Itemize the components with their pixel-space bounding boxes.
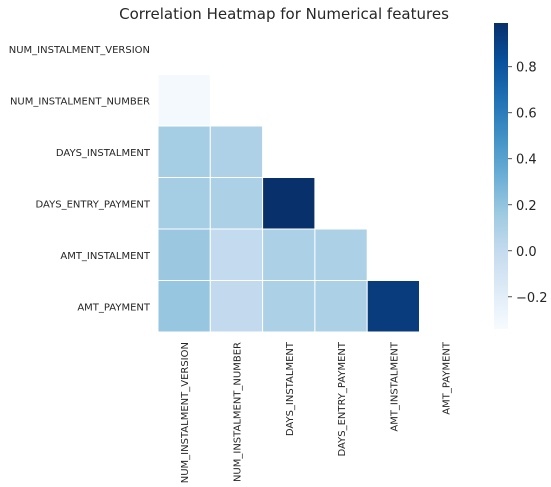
- colorbar-gradient: [494, 23, 508, 329]
- row-label: NUM_INSTALMENT_NUMBER: [10, 96, 150, 107]
- column-label: DAYS_ENTRY_PAYMENT: [337, 341, 348, 456]
- heatmap-cell: [209, 280, 264, 333]
- colorbar-tick-label: 0.0: [516, 245, 537, 260]
- row-labels: NUM_INSTALMENT_VERSION NUM_INSTALMENT_NUM…: [9, 45, 151, 314]
- row-label: DAYS_ENTRY_PAYMENT: [36, 199, 151, 210]
- heatmap-cell: [209, 228, 264, 281]
- heatmap-cell: [314, 280, 368, 333]
- row-label: DAYS_INSTALMENT: [56, 148, 151, 159]
- heatmap-cell: [209, 177, 264, 230]
- colorbar-tick-label: 0.4: [516, 153, 537, 168]
- column-label: AMT_PAYMENT: [442, 341, 453, 415]
- heatmap-cell: [157, 74, 211, 127]
- heatmap-cell: [209, 125, 264, 178]
- column-label: NUM_INSTALMENT_NUMBER: [232, 342, 243, 482]
- colorbar-tick-label: −0.2: [516, 291, 548, 306]
- heatmap-cell: [366, 280, 421, 333]
- colorbar-tick-label: 0.2: [516, 199, 537, 214]
- chart-title: Correlation Heatmap for Numerical featur…: [119, 5, 449, 23]
- row-label: AMT_INSTALMENT: [60, 251, 151, 262]
- heatmap-cell: [157, 177, 211, 230]
- column-label: AMT_INSTALMENT: [389, 341, 400, 432]
- column-label: NUM_INSTALMENT_VERSION: [180, 342, 191, 483]
- column-labels: NUM_INSTALMENT_VERSION NUM_INSTALMENT_NUM…: [180, 341, 453, 483]
- heatmap-cell: [262, 280, 316, 333]
- heatmap-cell: [157, 280, 211, 333]
- colorbar-tick-label: 0.6: [516, 107, 537, 122]
- colorbar: 0.8 0.6 0.4 0.2 0.0 −0.2: [494, 23, 548, 329]
- row-label: AMT_PAYMENT: [77, 302, 151, 313]
- colorbar-tick-label: 0.8: [516, 61, 537, 76]
- colorbar-ticks: 0.8 0.6 0.4 0.2 0.0 −0.2: [508, 61, 548, 306]
- heatmap-cells: [157, 74, 421, 333]
- heatmap-cell: [314, 228, 368, 281]
- column-label: DAYS_INSTALMENT: [285, 341, 296, 436]
- heatmap-cell: [262, 177, 316, 230]
- row-label: NUM_INSTALMENT_VERSION: [9, 45, 150, 56]
- heatmap-cell: [157, 125, 211, 178]
- heatmap-cell: [262, 228, 316, 281]
- heatmap-cell: [157, 228, 211, 281]
